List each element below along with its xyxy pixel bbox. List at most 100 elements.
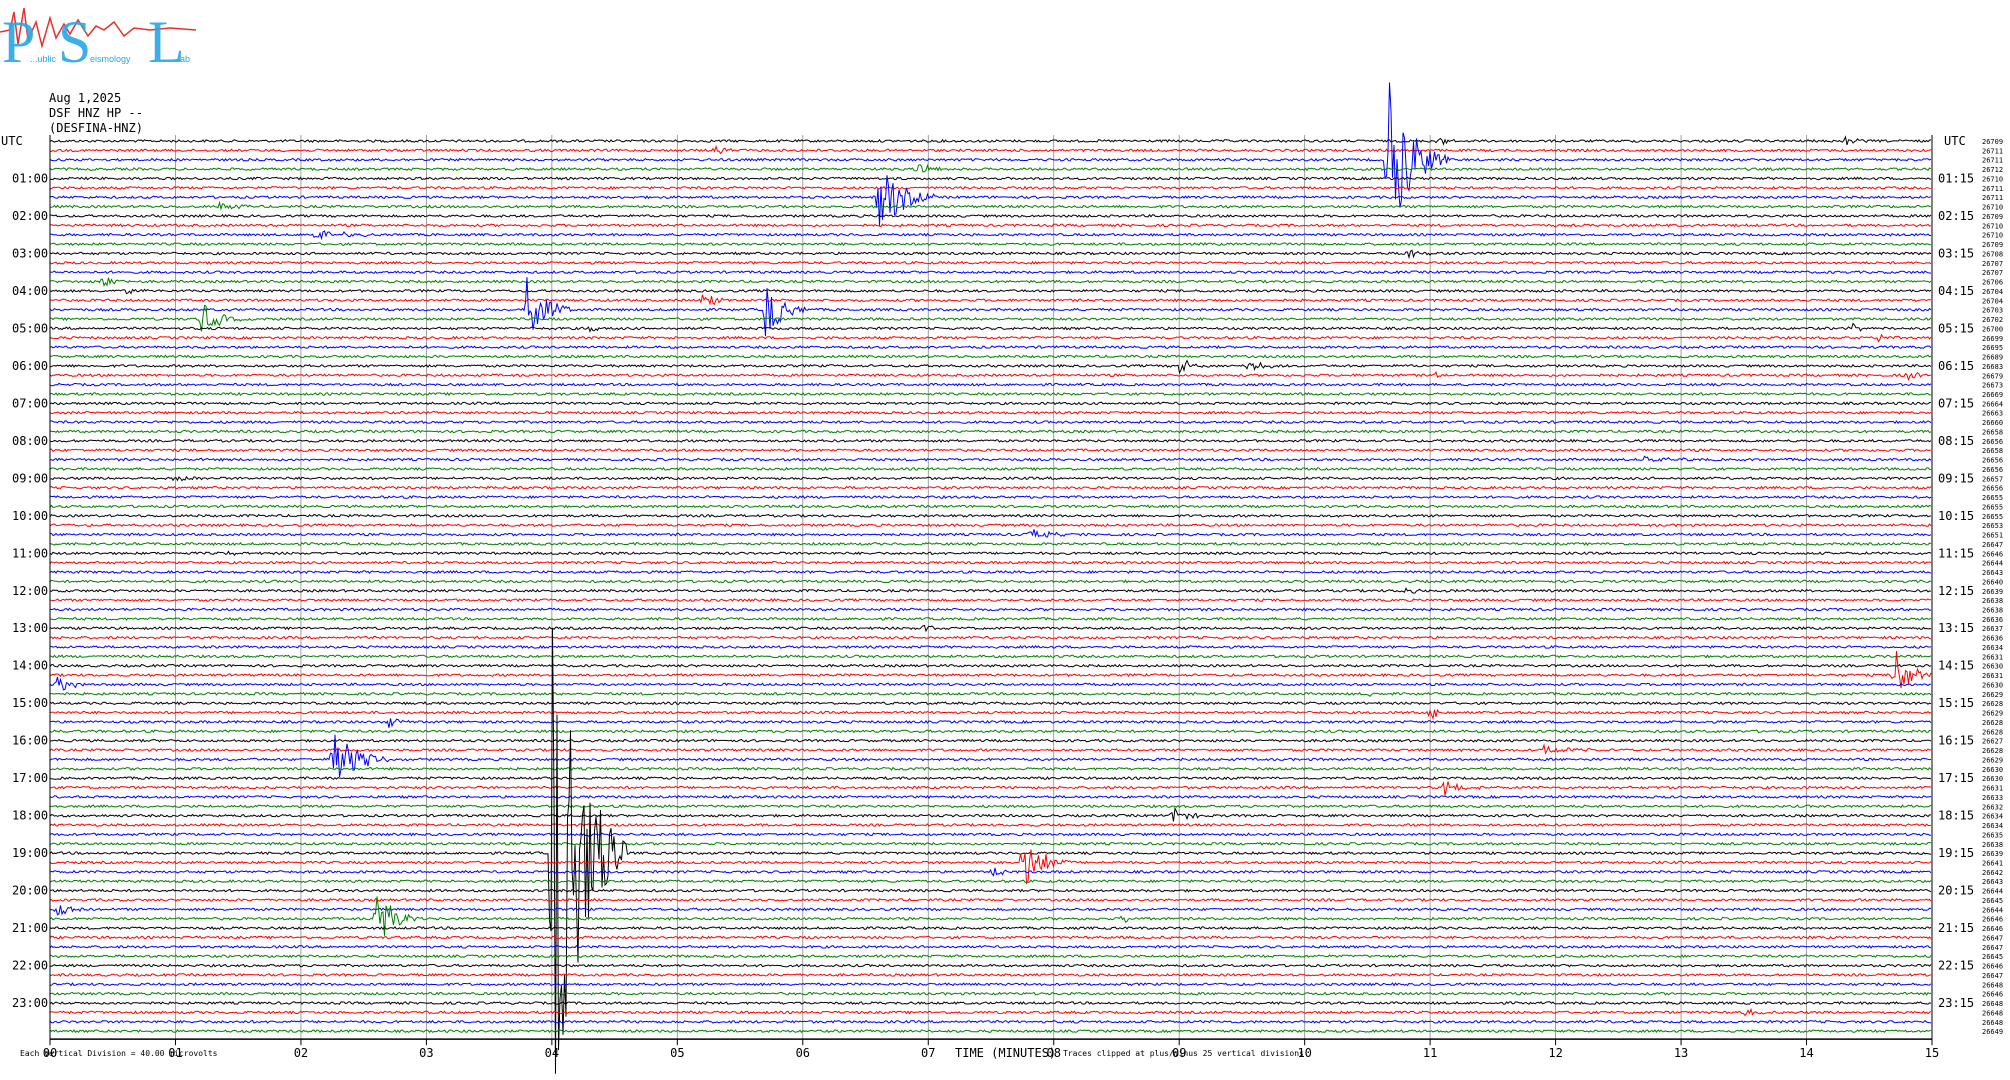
right-hour-label: 22:15 xyxy=(1938,959,1974,973)
seismic-trace xyxy=(49,277,1932,337)
logo-letter-p: P xyxy=(2,9,35,75)
trace-count-label: 26635 xyxy=(1982,831,2003,839)
right-hour-label: 05:15 xyxy=(1938,321,1974,335)
trace-count-label: 26639 xyxy=(1982,850,2003,858)
trace-count-label: 26638 xyxy=(1982,607,2003,615)
seismic-trace xyxy=(49,513,1932,518)
left-hour-label: 10:00 xyxy=(12,509,48,523)
trace-count-label: 26704 xyxy=(1982,297,2003,305)
right-hour-label: 18:15 xyxy=(1938,809,1974,823)
left-hour-label: 20:00 xyxy=(12,884,48,898)
x-tick-label: 12 xyxy=(1548,1046,1562,1060)
seismic-trace xyxy=(49,270,1932,275)
seismic-trace xyxy=(49,804,1932,809)
trace-count-label: 26702 xyxy=(1982,316,2003,324)
seismic-trace xyxy=(49,242,1932,247)
seismic-trace xyxy=(49,420,1932,425)
left-hour-label: 14:00 xyxy=(12,659,48,673)
seismic-trace xyxy=(49,879,1932,884)
trace-count-label: 26627 xyxy=(1982,738,2003,746)
trace-count-label: 26632 xyxy=(1982,803,2003,811)
x-tick-label: 14 xyxy=(1799,1046,1813,1060)
trace-count-label: 26648 xyxy=(1982,1009,2003,1017)
logo-word-seismology: eismology xyxy=(90,54,131,64)
right-hour-label: 15:15 xyxy=(1938,696,1974,710)
seismic-trace xyxy=(49,176,1932,181)
trace-count-label: 26647 xyxy=(1982,972,2003,980)
left-hour-label: 08:00 xyxy=(12,434,48,448)
right-hour-label: 04:15 xyxy=(1938,284,1974,298)
right-hour-label: 12:15 xyxy=(1938,584,1974,598)
seismic-trace xyxy=(50,304,1932,332)
seismic-trace xyxy=(49,628,1932,1074)
trace-count-label: 26689 xyxy=(1982,354,2003,362)
trace-count-label: 26629 xyxy=(1982,691,2003,699)
left-hour-label: 21:00 xyxy=(12,921,48,935)
seismic-trace xyxy=(49,354,1932,359)
trace-count-label: 26631 xyxy=(1982,653,2003,661)
seismic-trace xyxy=(49,560,1932,565)
trace-count-label: 26658 xyxy=(1982,428,2003,436)
seismic-trace xyxy=(49,822,1932,828)
trace-count-label: 26646 xyxy=(1982,925,2003,933)
trace-count-label: 26639 xyxy=(1982,588,2003,596)
seismic-trace xyxy=(49,888,1932,893)
seismic-trace xyxy=(49,701,1932,706)
seismic-trace xyxy=(49,144,1932,155)
trace-count-label: 26646 xyxy=(1982,963,2003,971)
seismic-trace xyxy=(49,663,1932,668)
seismic-trace xyxy=(49,982,1932,987)
seismic-trace xyxy=(49,654,1932,659)
seismic-trace xyxy=(49,333,1932,343)
seismic-trace xyxy=(49,382,1932,387)
seismic-trace xyxy=(49,849,1932,885)
seismic-trace xyxy=(49,213,1932,219)
clip-note: Traces clipped at plus/minus 25 vertical… xyxy=(1063,1049,1304,1058)
seismic-trace xyxy=(49,249,1932,260)
trace-count-label: 26641 xyxy=(1982,859,2003,867)
seismic-trace xyxy=(49,494,1932,500)
seismic-trace xyxy=(49,579,1932,584)
seismic-trace xyxy=(49,523,1932,528)
x-tick-label: 05 xyxy=(670,1046,684,1060)
seismic-trace xyxy=(49,832,1932,839)
trace-count-label: 26636 xyxy=(1982,616,2003,624)
seismic-trace xyxy=(49,1019,1932,1024)
seismic-trace xyxy=(49,708,1932,721)
seismic-trace xyxy=(49,954,1932,959)
seismic-trace xyxy=(49,944,1932,949)
traces xyxy=(49,82,1932,1074)
trace-count-label: 26712 xyxy=(1982,166,2003,174)
right-hour-label: 23:15 xyxy=(1938,996,1974,1010)
seismic-trace xyxy=(49,616,1932,622)
trace-count-label: 26711 xyxy=(1982,157,2003,165)
trace-count-label: 26638 xyxy=(1982,597,2003,605)
trace-count-label: 26649 xyxy=(1982,1028,2003,1036)
trace-count-label: 26644 xyxy=(1982,906,2003,914)
axes xyxy=(49,135,1933,1046)
right-hour-label: 02:15 xyxy=(1938,209,1974,223)
trace-count-label: 26628 xyxy=(1982,728,2003,736)
seismic-trace xyxy=(49,729,1932,734)
left-hour-label: 15:00 xyxy=(12,696,48,710)
trace-count-label: 26629 xyxy=(1982,710,2003,718)
x-tick-label: 00 xyxy=(43,1046,57,1060)
seismic-trace xyxy=(49,794,1932,799)
right-hour-label: 19:15 xyxy=(1938,846,1974,860)
right-hour-label: 14:15 xyxy=(1938,659,1974,673)
trace-count-label: 26644 xyxy=(1982,560,2003,568)
trace-count-label: 26710 xyxy=(1982,222,2003,230)
trace-count-label: 26703 xyxy=(1982,307,2003,315)
seismic-trace xyxy=(49,163,1932,173)
trace-count-label: 26711 xyxy=(1982,147,2003,155)
trace-count-label: 26711 xyxy=(1982,194,2003,202)
trace-count-label: 26628 xyxy=(1982,719,2003,727)
seismic-trace xyxy=(49,635,1932,640)
seismic-trace xyxy=(49,734,1932,777)
trace-count-label: 26708 xyxy=(1982,250,2003,258)
x-tick-label: 11 xyxy=(1423,1046,1437,1060)
seismic-trace xyxy=(49,391,1932,397)
right-hour-label: 08:15 xyxy=(1938,434,1974,448)
seismic-trace xyxy=(49,867,1932,877)
right-hour-label: 09:15 xyxy=(1938,471,1974,485)
